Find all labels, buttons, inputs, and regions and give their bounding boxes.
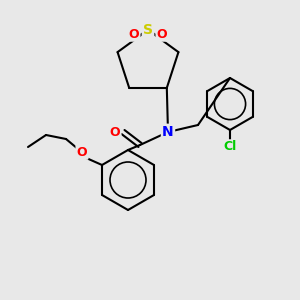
Text: O: O (77, 146, 87, 158)
Text: S: S (143, 23, 153, 37)
Text: N: N (162, 125, 174, 139)
Text: O: O (110, 125, 120, 139)
Text: O: O (129, 28, 139, 40)
Text: Cl: Cl (224, 140, 237, 154)
Text: O: O (157, 28, 167, 40)
